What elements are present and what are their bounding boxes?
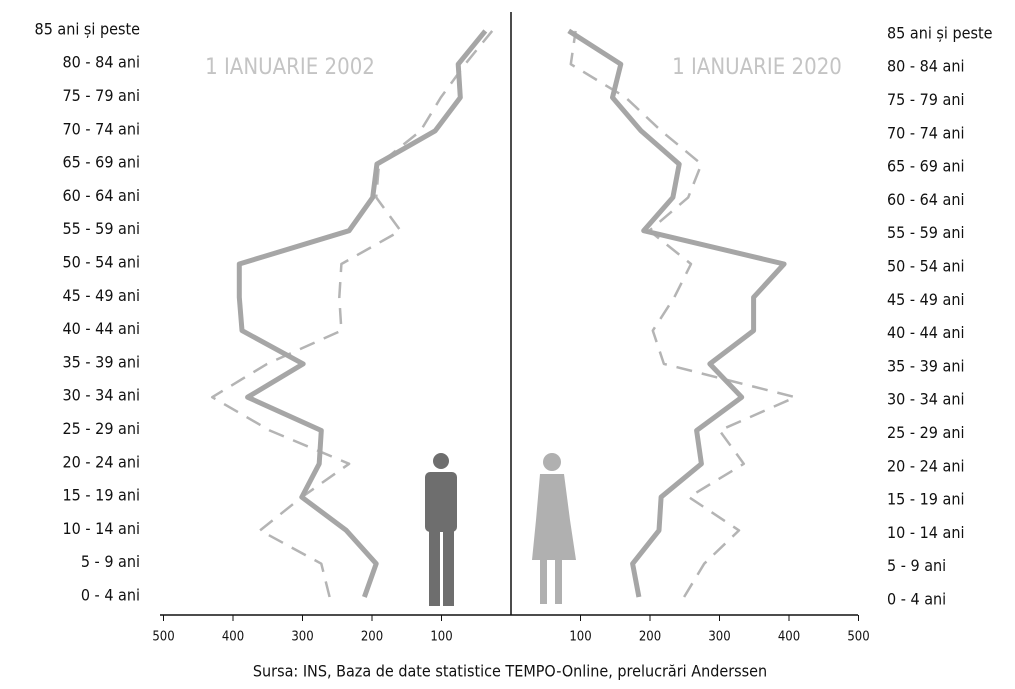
y-label-left: 65 - 69 ani — [63, 153, 140, 172]
y-label-left: 20 - 24 ani — [63, 452, 140, 471]
x-tick-label: 200 — [361, 630, 383, 645]
legend-label: 1 IANUARIE 2020 — [672, 55, 842, 80]
y-label-left: 60 - 64 ani — [63, 186, 140, 205]
x-tick-label: 500 — [152, 630, 174, 645]
y-label-left: 15 - 19 ani — [63, 486, 140, 505]
y-label-right: 10 - 14 ani — [887, 523, 964, 542]
population-line — [569, 30, 797, 598]
y-label-left: 40 - 44 ani — [63, 319, 140, 338]
y-label-right: 70 - 74 ani — [887, 123, 964, 142]
population-line — [567, 28, 787, 598]
x-tick-label: 300 — [291, 630, 313, 645]
x-tick-label: 300 — [708, 630, 730, 645]
y-label-left: 35 - 39 ani — [63, 352, 140, 371]
y-label-left: 85 ani și peste — [35, 19, 141, 38]
population-line — [210, 30, 494, 598]
y-label-right: 15 - 19 ani — [887, 490, 964, 509]
y-label-right: 30 - 34 ani — [887, 390, 964, 409]
y-label-right: 50 - 54 ani — [887, 257, 964, 276]
y-label-left: 70 - 74 ani — [63, 119, 140, 138]
legend-label: 1 IANUARIE 2002 — [205, 55, 375, 80]
y-label-left: 0 - 4 ani — [81, 586, 140, 605]
x-tick-label: 100 — [569, 630, 591, 645]
y-label-right: 60 - 64 ani — [887, 190, 964, 209]
y-label-left: 25 - 29 ani — [63, 419, 140, 438]
y-label-right: 45 - 49 ani — [887, 290, 964, 309]
y-label-right: 65 - 69 ani — [887, 157, 964, 176]
y-label-right: 25 - 29 ani — [887, 423, 964, 442]
y-label-right: 80 - 84 ani — [887, 57, 964, 76]
source: Sursa: INS, Baza de date statistice TEMP… — [253, 662, 767, 681]
y-label-right: 55 - 59 ani — [887, 223, 964, 242]
y-label-left: 50 - 54 ani — [63, 253, 140, 272]
x-tick-label: 500 — [847, 630, 869, 645]
y-label-left: 80 - 84 ani — [63, 53, 140, 72]
population-line — [236, 29, 488, 598]
y-label-right: 40 - 44 ani — [887, 323, 964, 342]
y-label-right: 85 ani și peste — [887, 23, 993, 42]
man-icon — [425, 453, 457, 606]
woman-icon — [532, 453, 576, 604]
y-label-left: 5 - 9 ani — [81, 552, 140, 571]
x-tick-label: 400 — [778, 630, 800, 645]
y-label-right: 20 - 24 ani — [887, 456, 964, 475]
y-label-right: 35 - 39 ani — [887, 356, 964, 375]
x-tick-label: 400 — [222, 630, 244, 645]
y-label-left: 75 - 79 ani — [63, 86, 140, 105]
y-label-left: 45 - 49 ani — [63, 286, 140, 305]
y-label-left: 10 - 14 ani — [63, 519, 140, 538]
y-label-right: 75 - 79 ani — [887, 90, 964, 109]
y-label-left: 55 - 59 ani — [63, 219, 140, 238]
y-label-right: 0 - 4 ani — [887, 590, 946, 609]
x-tick-label: 100 — [430, 630, 452, 645]
x-tick-label: 200 — [639, 630, 661, 645]
y-label-right: 5 - 9 ani — [887, 556, 946, 575]
y-label-left: 30 - 34 ani — [63, 386, 140, 405]
